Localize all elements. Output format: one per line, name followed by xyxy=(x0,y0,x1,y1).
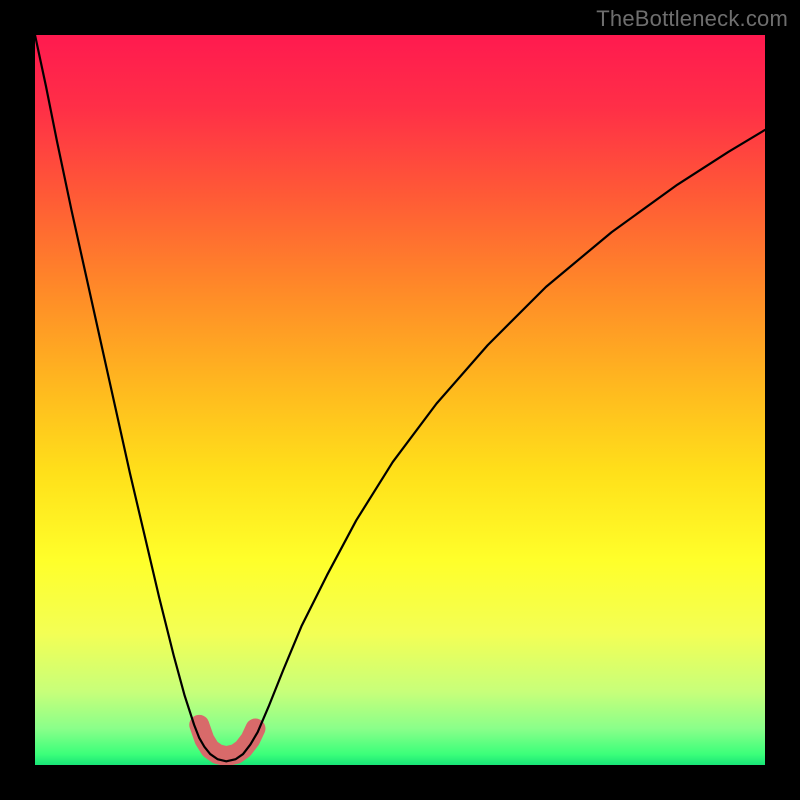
watermark-text: TheBottleneck.com xyxy=(596,6,788,32)
plot-area xyxy=(35,35,765,765)
curve-layer xyxy=(35,35,765,765)
bottleneck-curve xyxy=(35,35,765,761)
chart-container: TheBottleneck.com xyxy=(0,0,800,800)
